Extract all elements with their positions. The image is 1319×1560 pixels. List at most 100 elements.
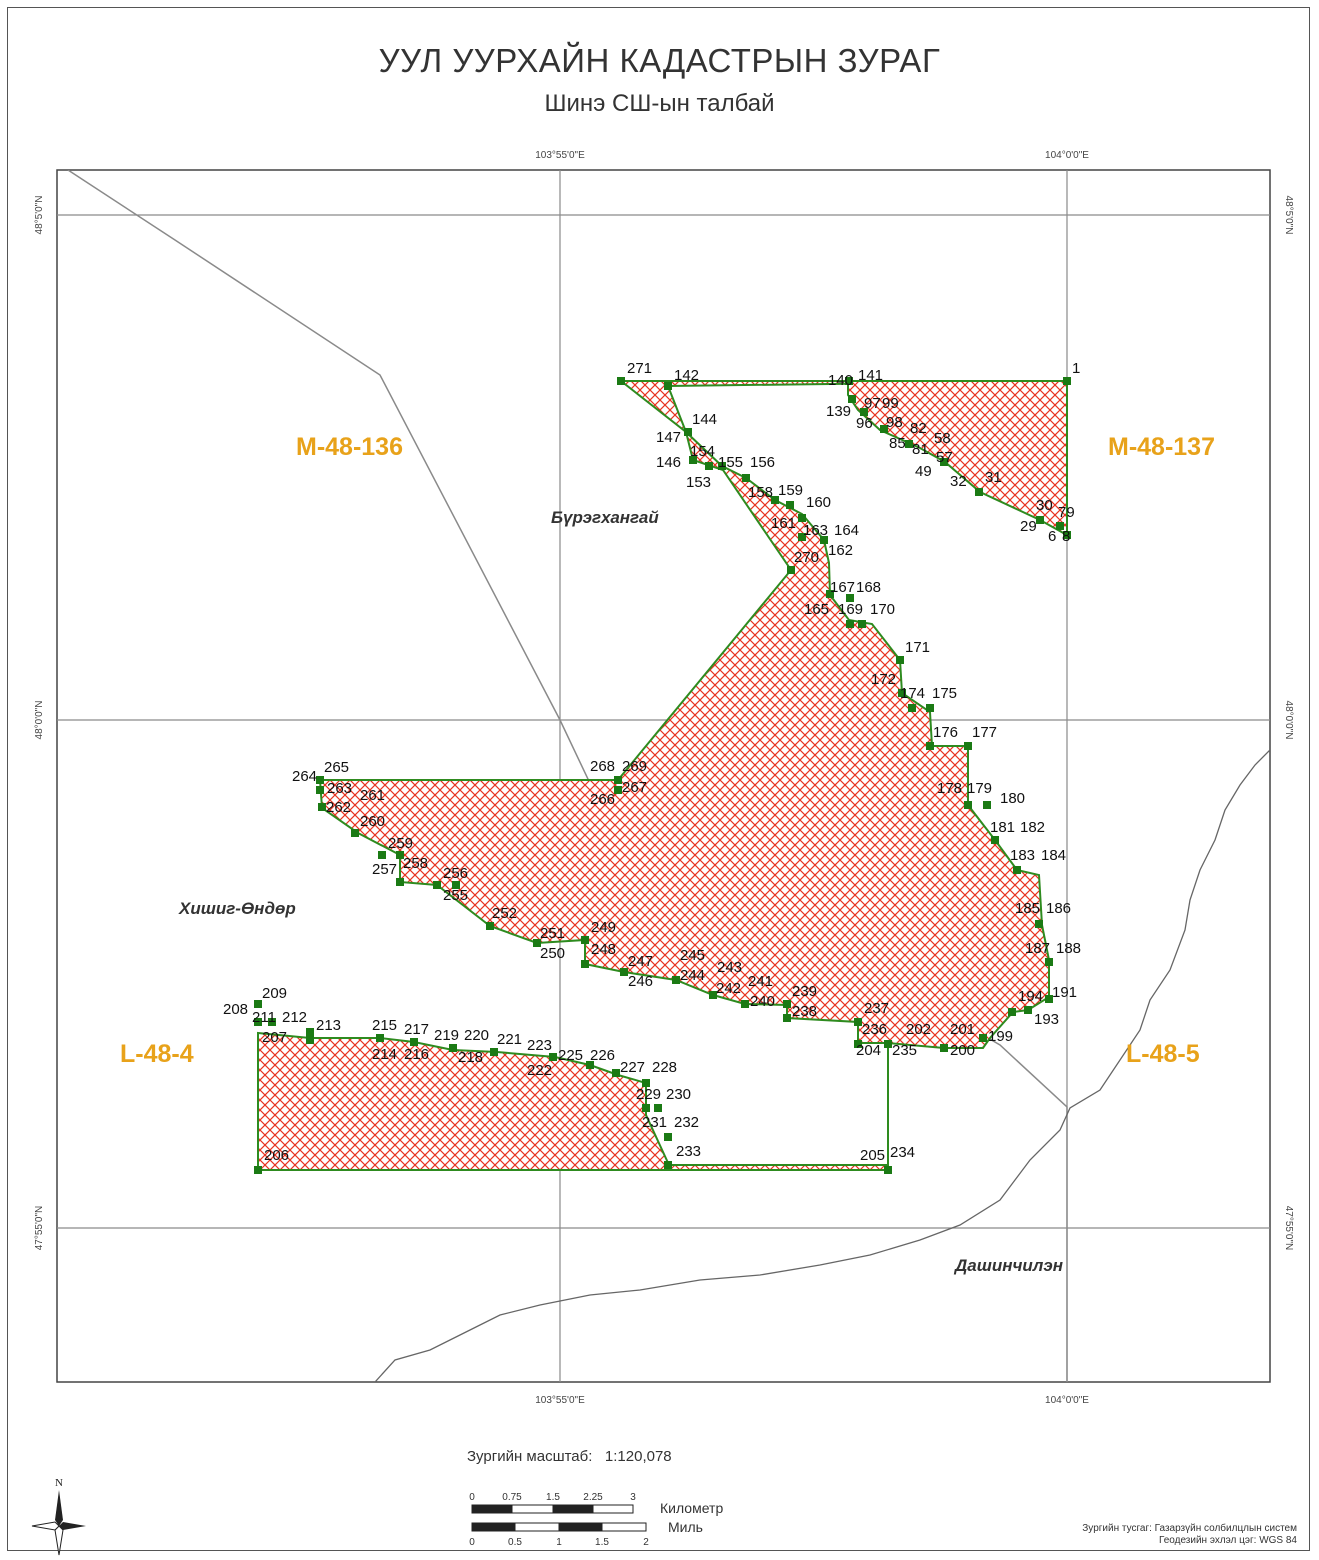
- vertex-label: 237: [864, 1000, 889, 1017]
- vertex-label: 207: [262, 1029, 287, 1046]
- vertex-label: 191: [1052, 984, 1077, 1001]
- vertex-label: 262: [326, 799, 351, 816]
- vertex-label: 260: [360, 813, 385, 830]
- vertex-label: 155: [718, 454, 743, 471]
- km-tick: 1.5: [546, 1492, 560, 1503]
- vertex-label: 177: [972, 724, 997, 741]
- vertex-label: 175: [932, 685, 957, 702]
- north-arrow: N: [31, 1477, 86, 1556]
- scalebar-km-ticks: 0 0.75 1.5 2.25 3 Километр: [469, 1492, 723, 1516]
- place-label: Бүрэгхангай: [551, 508, 659, 527]
- district-boundary-river: [374, 749, 1270, 1382]
- scale-value: 1:120,078: [604, 1448, 672, 1465]
- vertex-label: 170: [870, 601, 895, 618]
- vertex-label: 212: [282, 1009, 307, 1026]
- place-label: Дашинчилэн: [953, 1256, 1063, 1275]
- mi-tick: 0: [469, 1537, 475, 1548]
- vertex-label: 263: [327, 780, 352, 797]
- vertex-label: 180: [1000, 790, 1025, 807]
- scale-label: Зургийн масштаб:: [467, 1448, 593, 1465]
- vertex-markers: [254, 377, 1071, 1174]
- vertex-label: 265: [324, 759, 349, 776]
- vertex-label: 239: [792, 983, 817, 1000]
- vertex-label: 230: [666, 1086, 691, 1103]
- vertex-label: 256: [443, 865, 468, 882]
- vertex-label: 264: [292, 768, 317, 785]
- vertex-label: 217: [404, 1021, 429, 1038]
- vertex-label: 31: [985, 469, 1002, 486]
- vertex-label: 266: [590, 791, 615, 808]
- vertex-label: 187: [1025, 940, 1050, 957]
- vertex-label: 249: [591, 919, 616, 936]
- vertex-label: 228: [652, 1059, 677, 1076]
- vertex-label: 200: [950, 1042, 975, 1059]
- vertex-label: 227: [620, 1059, 645, 1076]
- licence-area-northeast: [847, 380, 1068, 537]
- graticule-labels: 103°55'0"E 104°0'0"E 103°55'0"E 104°0'0"…: [34, 150, 1294, 1406]
- lat-label-left: 47°55'0"N: [34, 1206, 45, 1251]
- vertex-label: 57: [936, 449, 953, 466]
- vertex-label: 182: [1020, 819, 1045, 836]
- vertex-label: 99: [882, 395, 899, 412]
- vertex-label: 30: [1036, 497, 1053, 514]
- vertex-label: 267: [622, 779, 647, 796]
- map-subtitle: Шинэ СШ-ын талбай: [544, 90, 775, 117]
- vertex-label: 252: [492, 905, 517, 922]
- vertex-label: 140: [828, 372, 853, 389]
- projection-credit: Зургийн тусгаг: Газарзүйн солбилцлын сис…: [1082, 1523, 1297, 1534]
- mi-tick: 2: [643, 1537, 649, 1548]
- vertex-label: 206: [264, 1147, 289, 1164]
- vertex-label: 240: [750, 993, 775, 1010]
- vertex-label: 234: [890, 1144, 915, 1161]
- vertex-label: 261: [360, 787, 385, 804]
- vertex-label: 184: [1041, 847, 1066, 864]
- vertex-label: 164: [834, 522, 859, 539]
- vertex-label: 81: [912, 441, 929, 458]
- vertex-label: 156: [750, 454, 775, 471]
- sheet-label: L-48-4: [120, 1040, 194, 1068]
- vertex-label: 257: [372, 861, 397, 878]
- vertex-label: 186: [1046, 900, 1071, 917]
- vertex-label: 98: [886, 414, 903, 431]
- datum-credit: Геодезийн эхлэл цэг: WGS 84: [1158, 1535, 1297, 1546]
- vertex-label: 176: [933, 724, 958, 741]
- vertex-label: 251: [540, 925, 565, 942]
- vertex-label: 211: [252, 1009, 276, 1026]
- scalebar-mi: [471, 1522, 647, 1532]
- vertex-label: 208: [223, 1001, 248, 1018]
- vertex-label: 6: [1048, 528, 1056, 545]
- vertex-label: 242: [716, 980, 741, 997]
- vertex-label: 181: [990, 819, 1015, 836]
- vertex-label: 82: [910, 420, 927, 437]
- vertex-labels-northeast: 1 140 141 139 97 99 96 98 82 58 85 81 57…: [826, 360, 1080, 545]
- lat-label-right: 47°55'0"N: [1283, 1206, 1294, 1251]
- vertex-label: 58: [934, 430, 951, 447]
- lat-label-right: 48°5'0"N: [1283, 196, 1294, 235]
- vertex-label: 225: [558, 1047, 583, 1064]
- vertex-label: 49: [915, 463, 932, 480]
- lat-label-left: 48°5'0"N: [34, 196, 45, 235]
- vertex-label: 213: [316, 1017, 341, 1034]
- sheet-label: M-48-137: [1108, 433, 1215, 461]
- map-scale: Зургийн масштаб: 1:120,078: [467, 1448, 672, 1465]
- vertex-label: 171: [905, 639, 930, 656]
- km-tick: 0: [469, 1492, 475, 1503]
- vertex-label: 243: [717, 959, 742, 976]
- vertex-label: 32: [950, 473, 967, 490]
- vertex-label: 142: [674, 367, 699, 384]
- vertex-label: 194: [1018, 988, 1043, 1005]
- vertex-label: 214: [372, 1046, 397, 1063]
- vertex-label: 236: [862, 1021, 887, 1038]
- vertex-label: 250: [540, 945, 565, 962]
- vertex-label: 231: [642, 1114, 667, 1131]
- map-neatline: [56, 169, 1271, 1383]
- vertex-label: 144: [692, 411, 717, 428]
- km-tick: 2.25: [583, 1492, 603, 1503]
- map-title: УУЛ УУРХАЙН КАДАСТРЫН ЗУРАГ: [378, 42, 941, 79]
- km-tick: 3: [630, 1492, 636, 1503]
- vertex-label: 139: [826, 403, 851, 420]
- vertex-label: 179: [967, 780, 992, 797]
- vertex-label: 161: [771, 515, 796, 532]
- scalebar-km: [471, 1504, 634, 1514]
- mi-tick: 0.5: [508, 1537, 522, 1548]
